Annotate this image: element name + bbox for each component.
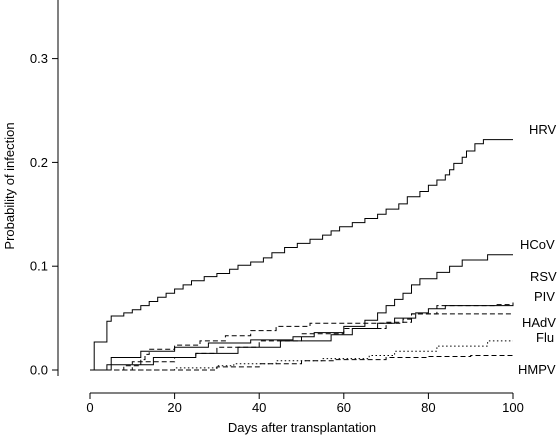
x-tick-label: 80 (421, 400, 435, 415)
x-tick-label: 0 (86, 400, 93, 415)
series-line-hadv (90, 313, 513, 371)
y-tick-label: 0.3 (30, 51, 48, 66)
series-label-hmpv: HMPV (518, 362, 556, 377)
series-line-flu (90, 340, 513, 371)
series-line-piv (90, 302, 514, 371)
series-line-hcov (90, 254, 513, 371)
series-label-hrv: HRV (529, 122, 557, 137)
x-tick-label: 60 (337, 400, 351, 415)
y-tick-label: 0.1 (30, 259, 48, 274)
x-tick-label: 40 (252, 400, 266, 415)
x-tick-label: 100 (502, 400, 524, 415)
series-label-flu: Flu (536, 330, 554, 345)
series-label-hcov: HCoV (520, 237, 555, 252)
ticks-group: 0 20 40 60 80 100 0.0 0.1 0.2 0.3 (30, 51, 524, 415)
series-line-hrv (90, 139, 513, 371)
y-tick-label: 0.0 (30, 363, 48, 378)
series-label-hadv: HAdV (522, 315, 556, 330)
series-label-rsv: RSV (530, 269, 557, 284)
series-label-piv: PIV (534, 289, 555, 304)
y-tick-label: 0.2 (30, 155, 48, 170)
series-line-rsv (90, 303, 514, 371)
x-axis-title: Days after transplantation (228, 420, 376, 435)
series-group (90, 139, 514, 371)
x-tick-label: 20 (167, 400, 181, 415)
y-axis-title: Probability of infection (2, 122, 17, 249)
